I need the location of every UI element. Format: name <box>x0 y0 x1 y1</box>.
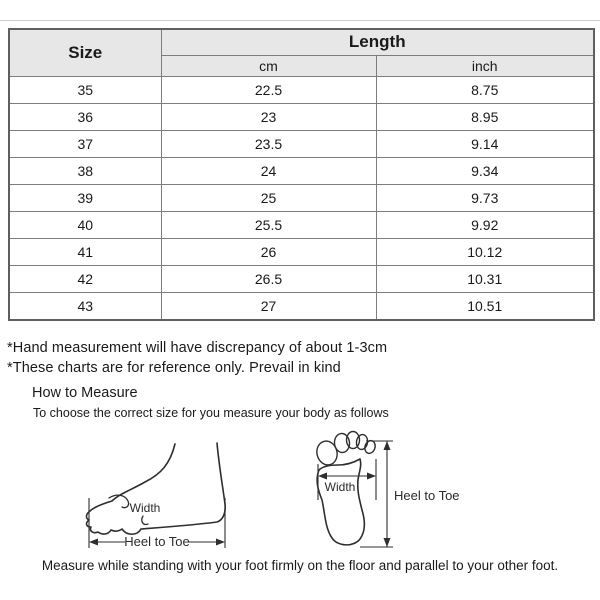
label-backing <box>323 480 357 493</box>
cell-inch: 10.51 <box>375 291 595 320</box>
cell-cm: 27 <box>160 291 377 320</box>
cell-inch: 8.95 <box>375 102 595 131</box>
arrowheads <box>89 538 225 546</box>
cell-cm: 23.5 <box>160 129 377 158</box>
cell-inch: 9.92 <box>375 210 595 239</box>
table-row: 36 23 8.95 <box>8 102 595 131</box>
top-view-width-label: Width <box>325 480 356 494</box>
arrowheads <box>318 441 391 547</box>
cell-size: 43 <box>8 291 162 320</box>
cell-size: 37 <box>8 129 162 158</box>
size-table: Size Length cm inch 35 22.5 8.75 36 23 8.95 37… <box>8 28 595 321</box>
cell-size: 38 <box>8 156 162 185</box>
table-row: 38 24 9.34 <box>8 156 595 185</box>
note-hand-measurement: *Hand measurement will have discrepancy … <box>7 340 388 356</box>
table-row: 39 25 9.73 <box>8 183 595 212</box>
cell-size: 36 <box>8 102 162 131</box>
width-measure-lines <box>317 459 377 500</box>
table-row: 41 26 10.12 <box>8 237 595 266</box>
top-divider <box>0 20 600 21</box>
column-header-cm: cm <box>160 54 377 77</box>
table-row: 42 26.5 10.31 <box>8 264 595 293</box>
side-view-width-label: Width <box>130 501 161 515</box>
cell-inch: 9.73 <box>375 183 595 212</box>
side-view-heel-to-toe-label: Heel to Toe <box>124 534 190 549</box>
cell-inch: 9.14 <box>375 129 595 158</box>
cell-size: 41 <box>8 237 162 266</box>
table-row: 35 22.5 8.75 <box>8 75 595 104</box>
cell-cm: 23 <box>160 102 377 131</box>
cell-inch: 8.75 <box>375 75 595 104</box>
foot-side-view-diagram: Width Heel to Toe <box>85 442 226 549</box>
foot-sole-view-diagram: Width Heel to Toe <box>316 430 460 548</box>
cell-cm: 24 <box>160 156 377 185</box>
size-table-body: 35 22.5 8.75 36 23 8.95 37 23.5 9.14 38 24 9.34 39 25… <box>8 75 595 320</box>
header-row-1: Size Length <box>8 28 595 77</box>
cell-size: 35 <box>8 75 162 104</box>
cell-cm: 26.5 <box>160 264 377 293</box>
cell-cm: 25.5 <box>160 210 377 239</box>
foot-sole-outline-icon <box>316 430 376 546</box>
heel-to-toe-measure-lines <box>360 440 393 548</box>
header-row-2: cm inch <box>9 54 595 77</box>
top-view-heel-to-toe-label: Heel to Toe <box>394 488 460 503</box>
table-row: 40 25.5 9.92 <box>8 210 595 239</box>
cell-size: 39 <box>8 183 162 212</box>
table-row: 43 27 10.51 <box>8 291 595 320</box>
note-reference-only: *These charts are for reference only. Pr… <box>7 360 341 376</box>
heel-to-toe-measure-lines <box>88 498 226 548</box>
cell-size: 40 <box>8 210 162 239</box>
cell-size: 42 <box>8 264 162 293</box>
toes-icon <box>316 430 376 466</box>
measuring-instruction-caption: Measure while standing with your foot fi… <box>41 558 559 573</box>
foot-side-outline-icon <box>85 442 226 536</box>
column-header-length: Length <box>160 28 595 56</box>
column-header-inch: inch <box>375 54 595 77</box>
cell-inch: 9.34 <box>375 156 595 185</box>
how-to-measure-title: How to Measure <box>32 385 138 401</box>
cell-inch: 10.31 <box>375 264 595 293</box>
cell-inch: 10.12 <box>375 237 595 266</box>
column-header-size: Size <box>8 28 162 77</box>
cell-cm: 22.5 <box>160 75 377 104</box>
cell-cm: 25 <box>160 183 377 212</box>
table-row: 37 23.5 9.14 <box>8 129 595 158</box>
how-to-measure-subtitle: To choose the correct size for you measu… <box>33 406 389 420</box>
cell-cm: 26 <box>160 237 377 266</box>
